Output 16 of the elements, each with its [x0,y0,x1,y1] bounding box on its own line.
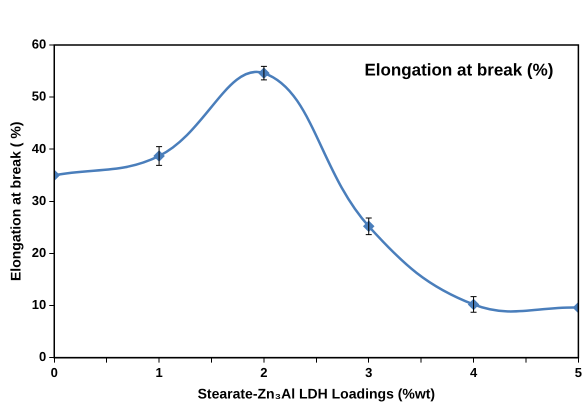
text: Elongation at break (%) [364,60,554,80]
y-tick-label: 20 [32,244,46,260]
x-tick-label: 0 [50,364,58,380]
x-tick-label: 5 [574,364,582,380]
x-tick-label: 3 [365,364,372,380]
x-tick-label: 2 [260,364,268,380]
y-tick-label: 10 [32,297,46,312]
y-tick-label: 0 [39,349,46,364]
x-tick-label: 1 [155,364,163,380]
y-tick-label: 50 [32,88,46,104]
y-tick-label: 30 [32,192,46,208]
y-axis-title: Elongation at break ( %) [7,122,24,282]
x-axis-title: Stearate-Zn₃Al LDH Loadings (%wt) [198,385,436,402]
y-tick-label: 40 [32,140,46,156]
y-tick-label: 60 [32,36,46,52]
x-tick-label: 4 [470,364,478,380]
